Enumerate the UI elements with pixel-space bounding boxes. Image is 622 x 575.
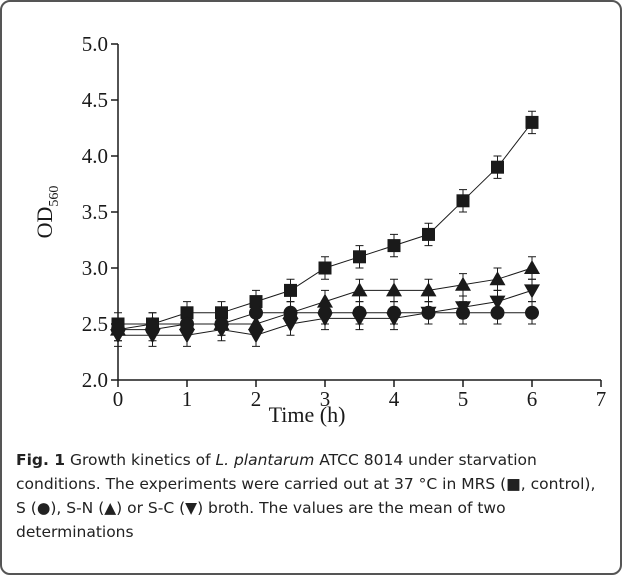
data-point (351, 282, 368, 297)
caption-species: L. plantarum (215, 451, 315, 469)
caption: Fig. 1 Growth kinetics of L. plantarum A… (16, 448, 608, 544)
data-point (110, 329, 126, 344)
y-axis-label-sub: 560 (47, 186, 62, 207)
y-tick-label: 3.5 (82, 200, 108, 224)
y-tick-label: 2.5 (82, 312, 108, 336)
data-point (353, 250, 366, 264)
data-point (489, 271, 506, 286)
data-point (525, 115, 539, 129)
data-point (144, 316, 161, 330)
data-point (284, 283, 297, 297)
x-tick-label: 6 (527, 387, 538, 411)
x-tick-label: 4 (389, 387, 400, 411)
data-point (422, 227, 435, 241)
data-point (179, 316, 195, 330)
data-point (525, 305, 539, 320)
data-point (386, 282, 402, 297)
caption-text: Growth kinetics of (70, 451, 216, 469)
data-point (386, 312, 402, 327)
data-point (491, 160, 504, 174)
y-tick-label: 4.0 (82, 144, 108, 168)
x-tick-label: 1 (182, 387, 193, 411)
x-tick-label: 5 (458, 387, 469, 411)
caption-text: ATCC 8014 under starvation conditions. T… (16, 451, 596, 541)
data-point (351, 312, 368, 327)
y-tick-label: 2.0 (82, 368, 108, 392)
data-point (318, 261, 332, 275)
data-point (489, 295, 506, 310)
x-tick-label: 7 (596, 387, 607, 411)
y-tick-label: 4.5 (82, 88, 108, 112)
data-point (420, 306, 437, 321)
x-tick-label: 3 (320, 387, 331, 411)
y-axis-label: OD560 (32, 186, 62, 239)
y-tick-label: 3.0 (82, 256, 108, 280)
data-point (248, 316, 264, 330)
data-point (317, 312, 333, 327)
x-axis-label: Time (h) (269, 402, 346, 427)
data-point (524, 284, 540, 299)
data-point (524, 260, 540, 274)
data-point (387, 239, 401, 253)
chart: Time (h) OD560 0 1 2 3 4 5 6 7 2.0 2.5 3.0 3.5 4.0 4.… (32, 32, 607, 427)
y-axis-label-main: OD (32, 207, 57, 239)
data-point (455, 301, 471, 316)
data-point (248, 329, 264, 344)
data-point (282, 304, 299, 319)
data-point (282, 318, 299, 332)
data-point (317, 293, 333, 308)
data-point (213, 323, 230, 338)
data-point (420, 282, 437, 297)
data-point (179, 329, 195, 344)
data-point (455, 276, 471, 291)
data-point (456, 194, 470, 208)
x-tick-label: 2 (251, 387, 262, 411)
x-tick-label: 0 (113, 387, 124, 411)
data-point (144, 329, 161, 344)
caption-label: Fig. 1 (16, 451, 66, 469)
y-tick-label: 5.0 (82, 32, 108, 56)
